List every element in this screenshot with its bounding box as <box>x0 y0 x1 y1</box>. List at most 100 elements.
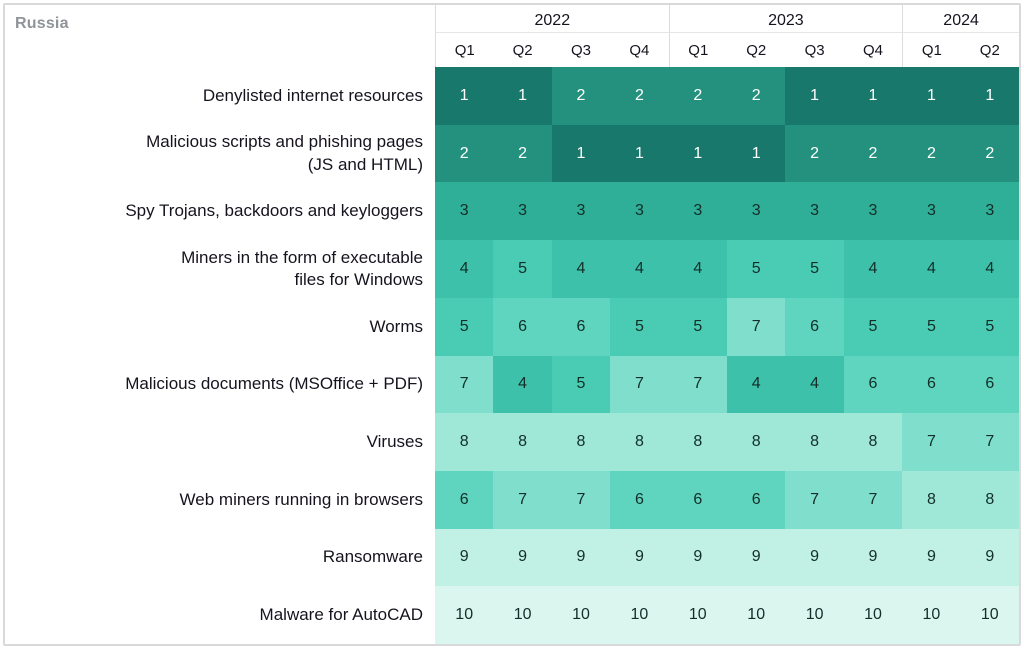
heatmap-cell: 9 <box>960 528 1019 587</box>
quarter-header-2023-Q3: Q3 <box>804 41 825 59</box>
heatmap-cell: 1 <box>610 124 669 183</box>
quarter-header-2023-Q1: Q1 <box>668 33 727 67</box>
heatmap-cell: 4 <box>785 355 844 414</box>
heatmap-cell: 4 <box>610 240 669 298</box>
heatmap-cell: 6 <box>435 470 494 529</box>
heatmap-cell: 7 <box>727 297 786 356</box>
heatmap-cell: 1 <box>960 67 1019 125</box>
heatmap-cell: 3 <box>551 182 611 241</box>
heatmap-cell: 2 <box>960 124 1019 183</box>
heatmap-cell: 4 <box>493 355 552 414</box>
heatmap-cell: 6 <box>610 470 669 529</box>
quarter-header-2024-Q1: Q1 <box>902 33 960 67</box>
heatmap-cell: 6 <box>902 355 961 414</box>
heatmap-cell: 10 <box>493 586 552 644</box>
heatmap-cell: 6 <box>727 470 786 529</box>
heatmap-cell: 1 <box>493 67 552 125</box>
heatmap-grid: Russia 2022 Q1 Q2 Q3 Q4 2023 Q1 Q2 Q3 Q4 2024 Q1 Q2 D… <box>5 5 1019 644</box>
corner-region-label: Russia <box>15 15 69 32</box>
heatmap-cell: 8 <box>960 470 1019 529</box>
heatmap-cell: 2 <box>435 124 494 183</box>
heatmap-cell: 8 <box>785 413 844 471</box>
heatmap-cell: 10 <box>551 586 611 644</box>
heatmap-cell: 9 <box>493 528 552 587</box>
quarter-header-2022-Q1: Q1 <box>435 33 493 67</box>
heatmap-cell: 3 <box>843 182 903 241</box>
heatmap-cell: 5 <box>493 240 552 298</box>
heatmap-cell: 9 <box>551 528 611 587</box>
row-label: Ransomware <box>322 547 423 567</box>
heatmap-cell: 10 <box>960 586 1019 644</box>
heatmap-cell: 1 <box>551 124 611 183</box>
heatmap-cell: 6 <box>551 297 611 356</box>
heatmap-cell: 3 <box>727 182 786 241</box>
quarter-header-2024-Q2: Q2 <box>979 41 1000 59</box>
heatmap-cell: 3 <box>668 182 727 241</box>
heatmap-cell: 2 <box>610 67 669 125</box>
heatmap-cell: 8 <box>493 413 552 471</box>
heatmap-cell: 9 <box>785 528 844 587</box>
heatmap-cell: 3 <box>902 182 961 241</box>
row-label: Web miners running in browsers <box>179 489 423 509</box>
row-label: Malicious scripts and phishing pages (JS… <box>146 132 423 174</box>
rank-heatmap-chart: Russia 2022 Q1 Q2 Q3 Q4 2023 Q1 Q2 Q3 Q4 2024 Q1 Q2 D… <box>3 3 1021 646</box>
heatmap-cell: 1 <box>843 67 903 125</box>
heatmap-cell: 5 <box>843 297 903 356</box>
row-label: Worms <box>369 316 423 336</box>
row-label: Denylisted internet resources <box>202 85 423 105</box>
heatmap-cell: 5 <box>960 297 1019 356</box>
heatmap-cell: 3 <box>493 182 552 241</box>
heatmap-cell: 5 <box>435 297 494 356</box>
heatmap-cell: 3 <box>960 182 1019 241</box>
heatmap-cell: 8 <box>435 413 494 471</box>
quarter-header-2022-Q4: Q4 <box>629 41 650 59</box>
heatmap-cell: 8 <box>551 413 611 471</box>
heatmap-cell: 1 <box>668 124 727 183</box>
heatmap-cell: 10 <box>610 586 669 644</box>
heatmap-cell: 8 <box>727 413 786 471</box>
heatmap-cell: 2 <box>902 124 961 183</box>
year-header-2022: 2022 <box>435 5 669 33</box>
heatmap-cell: 4 <box>960 240 1019 298</box>
heatmap-cell: 5 <box>902 297 961 356</box>
quarter-header-2022-Q2: Q2 <box>512 41 533 59</box>
heatmap-cell: 3 <box>435 182 494 241</box>
heatmap-cell: 5 <box>727 240 786 298</box>
heatmap-cell: 7 <box>668 355 727 414</box>
heatmap-cell: 10 <box>902 586 961 644</box>
heatmap-cell: 10 <box>435 586 494 644</box>
heatmap-cell: 8 <box>668 413 727 471</box>
heatmap-cell: 3 <box>610 182 669 241</box>
heatmap-cell: 2 <box>785 124 844 183</box>
heatmap-cell: 6 <box>668 470 727 529</box>
quarter-header-2022-Q3: Q3 <box>570 41 591 59</box>
heatmap-cell: 5 <box>785 240 844 298</box>
heatmap-cell: 4 <box>727 355 786 414</box>
heatmap-cell: 7 <box>843 470 903 529</box>
row-label: Malware for AutoCAD <box>259 605 423 625</box>
heatmap-cell: 2 <box>493 124 552 183</box>
heatmap-cell: 1 <box>785 67 844 125</box>
row-label: Viruses <box>366 431 423 451</box>
heatmap-cell: 4 <box>435 240 494 298</box>
heatmap-cell: 4 <box>843 240 903 298</box>
heatmap-cell: 9 <box>727 528 786 587</box>
heatmap-cell: 4 <box>668 240 727 298</box>
heatmap-cell: 6 <box>785 297 844 356</box>
heatmap-cell: 8 <box>610 413 669 471</box>
heatmap-cell: 6 <box>843 355 903 414</box>
heatmap-cell: 2 <box>551 67 611 125</box>
quarter-header-2023-Q2: Q2 <box>746 41 767 59</box>
heatmap-cell: 9 <box>610 528 669 587</box>
heatmap-cell: 6 <box>960 355 1019 414</box>
heatmap-cell: 4 <box>551 240 611 298</box>
heatmap-cell: 9 <box>843 528 903 587</box>
heatmap-cell: 1 <box>902 67 961 125</box>
year-header-2023: 2023 <box>668 5 903 33</box>
heatmap-cell: 7 <box>902 413 961 471</box>
heatmap-cell: 1 <box>727 124 786 183</box>
heatmap-cell: 8 <box>843 413 903 471</box>
heatmap-cell: 10 <box>727 586 786 644</box>
heatmap-cell: 9 <box>668 528 727 587</box>
heatmap-cell: 7 <box>551 470 611 529</box>
